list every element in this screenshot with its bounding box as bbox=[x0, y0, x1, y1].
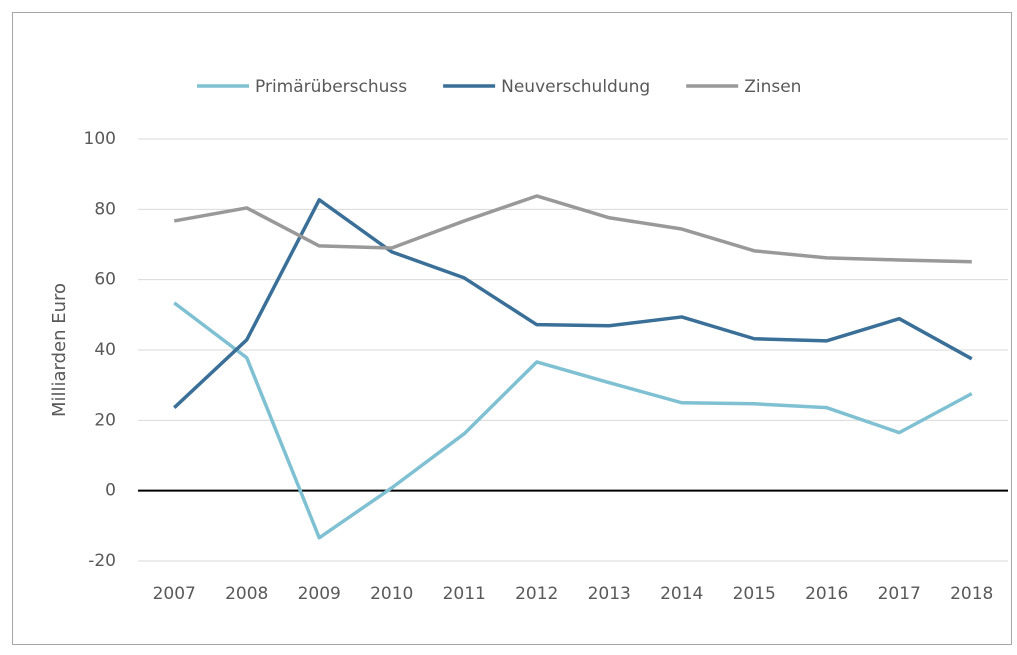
x-tick-label: 2011 bbox=[443, 584, 486, 604]
series-line bbox=[173, 194, 972, 264]
y-tick-label: 100 bbox=[84, 129, 116, 149]
x-tick-label: 2015 bbox=[733, 584, 776, 604]
legend-label: Zinsen bbox=[744, 77, 801, 97]
x-tick-label: 2008 bbox=[225, 584, 268, 604]
y-axis-title: Milliarden Euro bbox=[49, 283, 70, 417]
y-tick-label: 80 bbox=[94, 199, 116, 219]
y-tick-label: 60 bbox=[94, 270, 116, 290]
x-tick-label: 2012 bbox=[515, 584, 558, 604]
x-tick-label: 2014 bbox=[660, 584, 703, 604]
x-tick-label: 2010 bbox=[370, 584, 413, 604]
y-tick-label: 0 bbox=[105, 481, 116, 501]
series-line bbox=[173, 198, 973, 409]
x-tick-label: 2007 bbox=[153, 584, 196, 604]
x-tick-label: 2013 bbox=[588, 584, 631, 604]
x-tick-label: 2009 bbox=[298, 584, 341, 604]
legend-label: Neuverschuldung bbox=[501, 77, 650, 97]
y-tick-label: -20 bbox=[88, 551, 116, 571]
legend-label: Primärüberschuss bbox=[255, 77, 407, 97]
x-tick-label: 2016 bbox=[805, 584, 848, 604]
x-tick-label: 2018 bbox=[950, 584, 993, 604]
x-tick-label: 2017 bbox=[878, 584, 921, 604]
y-tick-label: 40 bbox=[94, 340, 116, 360]
chart-border bbox=[12, 12, 1012, 645]
series-line bbox=[173, 301, 973, 540]
y-tick-label: 20 bbox=[94, 410, 116, 430]
